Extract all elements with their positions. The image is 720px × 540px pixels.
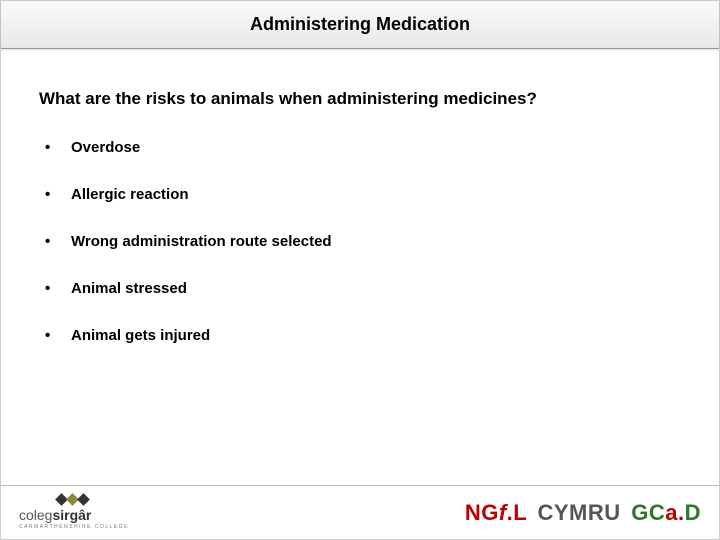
college-name: colegsirgâr bbox=[19, 507, 91, 523]
slide: Administering Medication What are the ri… bbox=[0, 0, 720, 540]
footer: colegsirgâr CARMARTHENSHIRE COLLEGE NGf.… bbox=[1, 485, 719, 539]
list-item: Allergic reaction bbox=[45, 186, 681, 203]
college-name-bold: sirgâr bbox=[52, 507, 91, 523]
college-name-prefix: coleg bbox=[19, 507, 52, 523]
college-subtitle: CARMARTHENSHIRE COLLEGE bbox=[19, 524, 129, 530]
title-bar: Administering Medication bbox=[1, 1, 719, 49]
square-icon bbox=[77, 493, 90, 506]
content-area: What are the risks to animals when admin… bbox=[1, 49, 719, 344]
list-item: Animal stressed bbox=[45, 280, 681, 297]
gcad-part: GCa.D bbox=[631, 500, 701, 525]
college-logo: colegsirgâr CARMARTHENSHIRE COLLEGE bbox=[19, 495, 129, 530]
logo-squares-icon bbox=[57, 495, 88, 504]
list-item: Animal gets injured bbox=[45, 327, 681, 344]
ngfl-logo: NGf.L CYMRU GCa.D bbox=[465, 500, 701, 526]
question-heading: What are the risks to animals when admin… bbox=[39, 89, 681, 109]
slide-title: Administering Medication bbox=[250, 14, 470, 35]
list-item: Wrong administration route selected bbox=[45, 233, 681, 250]
list-item: Overdose bbox=[45, 139, 681, 156]
bullet-list: Overdose Allergic reaction Wrong adminis… bbox=[39, 139, 681, 344]
ngfl-part: NGf.L bbox=[465, 500, 527, 525]
cymru-part: CYMRU bbox=[537, 500, 620, 525]
